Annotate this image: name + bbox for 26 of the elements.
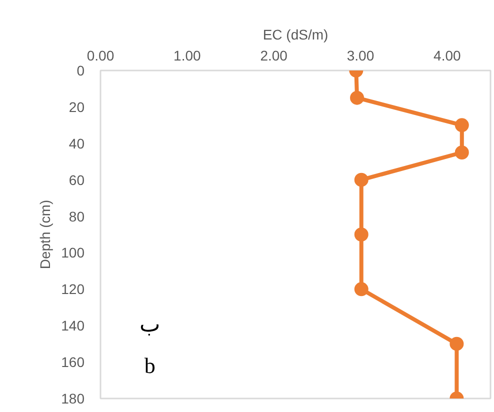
x-tick-label: 2.00 (260, 48, 288, 64)
y-tick-label: 0 (76, 62, 85, 78)
annotation: ب (139, 311, 160, 336)
y-tick-label: 20 (68, 98, 85, 115)
y-tick-label: 40 (68, 135, 85, 152)
y-tick-label: 120 (61, 281, 85, 298)
point (350, 90, 364, 105)
x-axis-title: EC (dS/m) (262, 26, 328, 42)
point (354, 228, 368, 242)
y-tick-label: 60 (68, 172, 85, 188)
x-tick-label: 0.00 (86, 48, 114, 64)
annotation: b (144, 353, 156, 378)
y-tick-label: 100 (61, 244, 85, 261)
y-axis-title: Depth (cm) (37, 200, 54, 270)
point (354, 282, 368, 296)
point (450, 336, 464, 351)
point (354, 172, 368, 187)
x-tick-label: 4.00 (434, 48, 462, 64)
point (454, 118, 469, 132)
y-tick-label: 180 (61, 390, 85, 406)
y-tick-label: 160 (61, 354, 85, 370)
x-tick-label: 3.00 (346, 48, 374, 64)
y-tick-label: 80 (68, 208, 85, 224)
point (454, 146, 469, 160)
y-tick-label: 140 (61, 318, 85, 334)
x-tick-label: 1.00 (174, 48, 202, 64)
